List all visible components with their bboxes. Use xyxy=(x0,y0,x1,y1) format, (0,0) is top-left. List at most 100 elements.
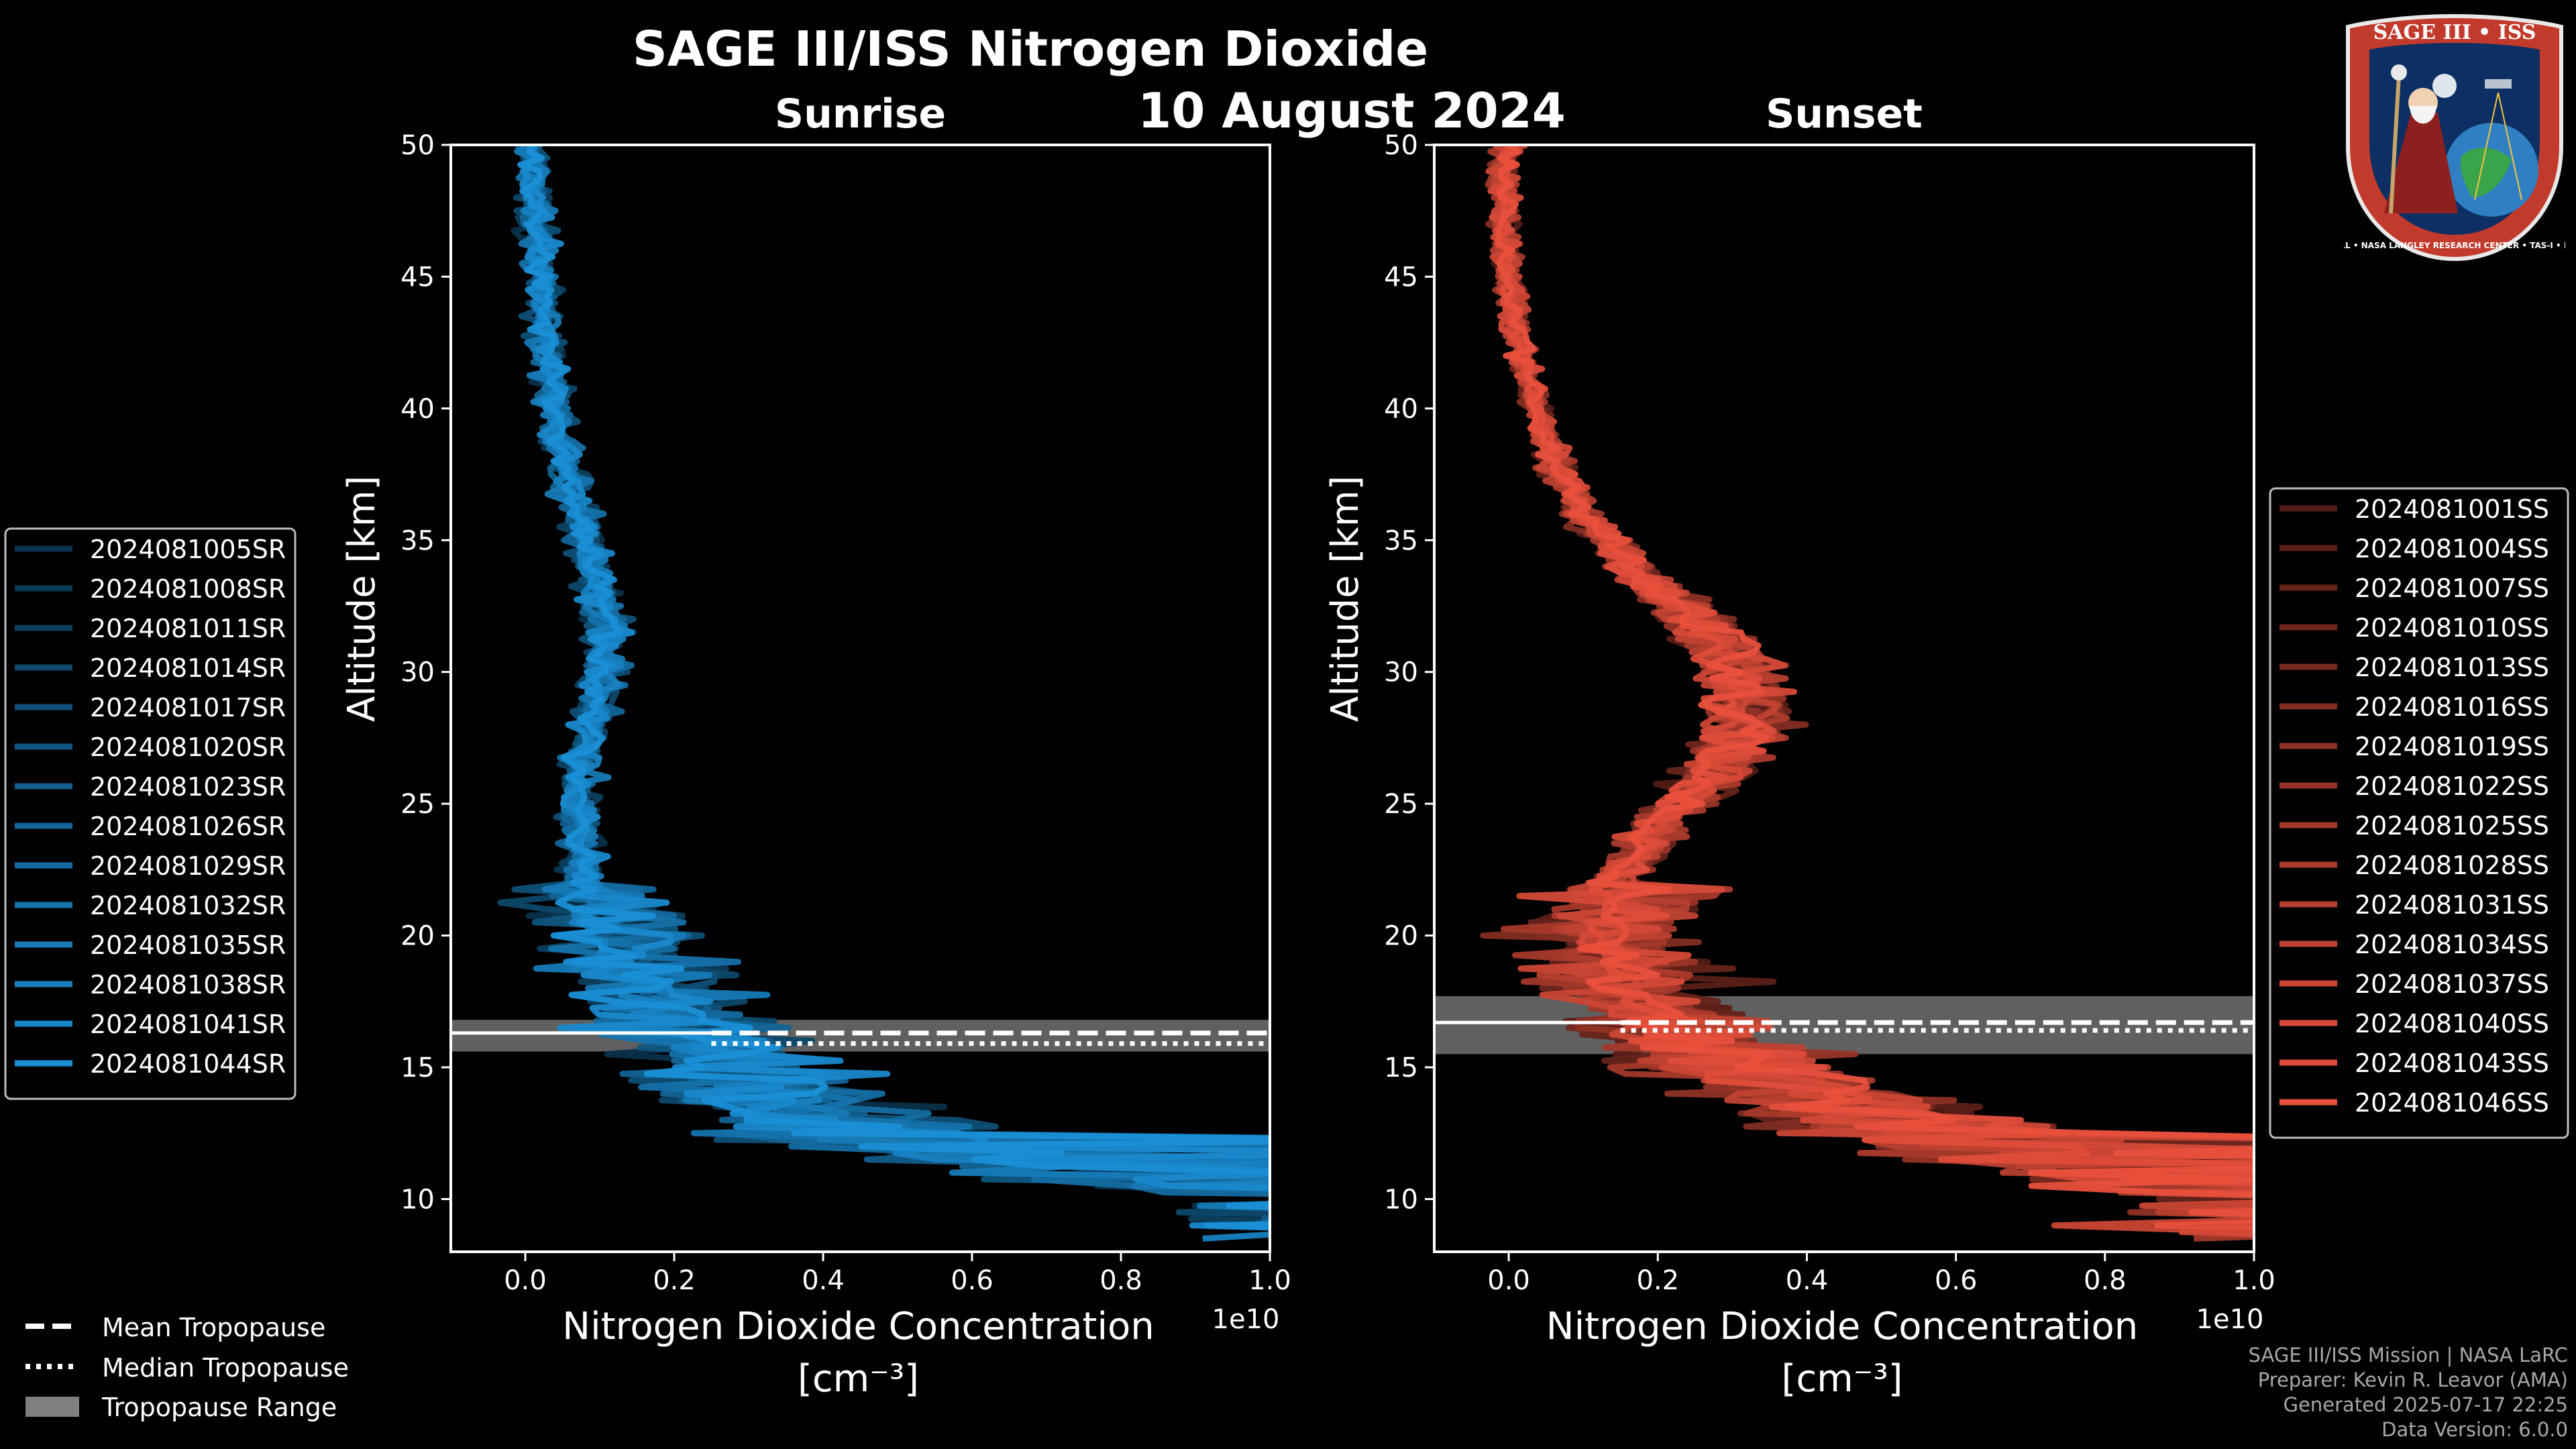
legend-entry-2024081029SR: 2024081029SR xyxy=(90,851,286,881)
panel-subtitle: Sunset xyxy=(1766,91,1923,138)
axes-frame xyxy=(449,144,1271,1253)
x-tick-label: 0.2 xyxy=(653,1265,696,1296)
legend-entry-2024081016SS: 2024081016SS xyxy=(2355,692,2549,722)
legend-entry-2024081010SS: 2024081010SS xyxy=(2355,613,2549,643)
legend-entry-2024081026SR: 2024081026SR xyxy=(90,812,286,841)
panel-sunrise: 0.0 0.2 0.4 0.6 0.8 1.0 10 15 20 25 30 35 40 45 50 Sunr… xyxy=(340,91,1291,1401)
legend-entry-2024081020SR: 2024081020SR xyxy=(90,733,286,762)
y-tick-label: 15 xyxy=(1384,1053,1418,1083)
x-axis-unit: [cm⁻³] xyxy=(1781,1357,1902,1401)
x-tick-label: 0.4 xyxy=(1786,1265,1829,1296)
legend-entry-2024081017SR: 2024081017SR xyxy=(90,693,286,722)
x-tick-label: 0.4 xyxy=(802,1265,845,1296)
legend-entry-2024081008SR: 2024081008SR xyxy=(90,574,286,604)
legend-entry-2024081005SR: 2024081005SR xyxy=(90,535,286,564)
x-axis-label: Nitrogen Dioxide Concentration xyxy=(562,1305,1155,1348)
legend-entry-2024081019SS: 2024081019SS xyxy=(2355,732,2549,761)
credits-mission: SAGE III/ISS Mission | NASA LaRC xyxy=(2248,1344,2568,1366)
x-tick-label: 0.8 xyxy=(1099,1265,1142,1296)
legend-entry-2024081004SS: 2024081004SS xyxy=(2355,534,2549,564)
y-tick-label: 30 xyxy=(1384,657,1418,688)
sage-logo: SAGE III • ISS BALL • NASA LANGLEY RESEA… xyxy=(2344,13,2565,262)
plot-area xyxy=(451,145,1270,1242)
profile-2024081046SS xyxy=(1494,145,2254,1230)
y-tick-label: 20 xyxy=(400,921,435,952)
x-tick-label: 0.6 xyxy=(951,1265,994,1296)
plot-area xyxy=(1434,145,2254,1242)
x-tick-label: 0.8 xyxy=(2084,1265,2127,1296)
panel-subtitle: Sunrise xyxy=(775,91,946,138)
legend-entry-2024081035SR: 2024081035SR xyxy=(90,930,286,960)
legend-sunset: 2024081001SS 2024081004SS 2024081007SS 2024… xyxy=(2269,487,2569,1139)
legend-entry-2024081038SR: 2024081038SR xyxy=(90,970,286,1000)
legend-median-label: Median Tropopause xyxy=(102,1353,349,1383)
legend-entry-2024081007SS: 2024081007SS xyxy=(2355,574,2549,603)
y-tick-label: 10 xyxy=(400,1184,435,1215)
y-tick-label: 50 xyxy=(400,130,435,161)
legend-sunrise: 2024081005SR 2024081008SR 2024081011SR 2024… xyxy=(4,527,297,1100)
legend-entry-2024081043SS: 2024081043SS xyxy=(2355,1049,2549,1078)
x-scale-label: 1e10 xyxy=(1212,1304,1280,1335)
legend-mean-label: Mean Tropopause xyxy=(102,1313,325,1342)
legend-entry-2024081028SS: 2024081028SS xyxy=(2355,851,2549,880)
y-tick-label: 45 xyxy=(1384,262,1418,292)
panel-sunset: 0.0 0.2 0.4 0.6 0.8 1.0 10 15 20 25 30 35 40 45 50 Suns… xyxy=(1324,91,2275,1401)
legend-entry-2024081046SS: 2024081046SS xyxy=(2355,1088,2549,1118)
legend-entry-2024081023SR: 2024081023SR xyxy=(90,772,286,802)
x-scale-label: 1e10 xyxy=(2196,1304,2264,1335)
y-tick-label: 25 xyxy=(400,789,435,820)
y-tick-label: 15 xyxy=(400,1053,435,1083)
legend-entry-2024081040SS: 2024081040SS xyxy=(2355,1009,2549,1038)
x-tick-label: 1.0 xyxy=(1248,1265,1291,1296)
legend-box xyxy=(2269,487,2569,1139)
x-tick-label: 0.6 xyxy=(1935,1265,1978,1296)
y-tick-label: 10 xyxy=(1384,1184,1418,1215)
legend-tropopause: Mean Tropopause Median Tropopause Tropopau… xyxy=(25,1313,349,1422)
legend-entry-2024081001SS: 2024081001SS xyxy=(2355,494,2549,524)
legend-entry-2024081037SS: 2024081037SS xyxy=(2355,969,2549,999)
credits: SAGE III/ISS Mission | NASA LaRC Prepare… xyxy=(2249,1343,2568,1442)
legend-entry-2024081022SS: 2024081022SS xyxy=(2355,771,2549,801)
y-tick-label: 20 xyxy=(1384,921,1418,952)
legend-entry-2024081011SR: 2024081011SR xyxy=(90,614,286,643)
tropopause-range-band xyxy=(1434,996,2254,1055)
figure-date: 10 August 2024 xyxy=(1138,83,1566,139)
x-tick-label: 0.0 xyxy=(504,1265,547,1296)
profile-2024081044SR xyxy=(517,145,1270,1230)
x-tick-label: 1.0 xyxy=(2233,1265,2275,1296)
credits-preparer: Preparer: Kevin R. Leavor (AMA) xyxy=(2257,1368,2568,1391)
legend-entry-2024081031SS: 2024081031SS xyxy=(2355,890,2549,920)
y-tick-label: 30 xyxy=(400,657,435,688)
plots-layer: 0.0 0.2 0.4 0.6 0.8 1.0 10 15 20 25 30 35 40 45 50 Sunr… xyxy=(4,91,2569,1422)
x-axis-label: Nitrogen Dioxide Concentration xyxy=(1546,1305,2139,1348)
legend-entry-2024081034SS: 2024081034SS xyxy=(2355,930,2549,959)
legend-entry-2024081032SR: 2024081032SR xyxy=(90,891,286,920)
y-tick-label: 45 xyxy=(400,262,435,292)
y-tick-label: 25 xyxy=(1384,789,1418,820)
y-tick-label: 40 xyxy=(400,394,435,425)
profile-2024081041SR xyxy=(519,145,1270,1231)
y-axis-label: Altitude [km] xyxy=(1324,476,1367,722)
y-tick-label: 35 xyxy=(400,525,435,556)
y-tick-label: 50 xyxy=(1384,130,1418,161)
legend-entry-2024081041SR: 2024081041SR xyxy=(90,1010,286,1039)
legend-entry-2024081044SR: 2024081044SR xyxy=(90,1049,286,1079)
x-tick-label: 0.0 xyxy=(1487,1265,1530,1296)
credits-version: Data Version: 6.0.0 xyxy=(2381,1418,2568,1441)
logo-title: SAGE III • ISS xyxy=(2373,21,2536,44)
axes-frame xyxy=(1433,144,2255,1253)
logo-ring-text: BALL • NASA LANGLEY RESEARCH CENTER • TA… xyxy=(2344,241,2565,250)
legend-range-swatch xyxy=(25,1397,79,1417)
credits-generated: Generated 2025-07-17 22:25 xyxy=(2283,1393,2568,1416)
x-tick-label: 0.2 xyxy=(1636,1265,1679,1296)
x-axis-unit: [cm⁻³] xyxy=(798,1357,919,1401)
y-tick-label: 40 xyxy=(1384,394,1418,425)
legend-entry-2024081025SS: 2024081025SS xyxy=(2355,811,2549,841)
figure-title: SAGE III/ISS Nitrogen Dioxide xyxy=(633,21,1428,77)
y-axis-label: Altitude [km] xyxy=(340,476,384,722)
legend-box xyxy=(4,527,297,1100)
legend-entry-2024081014SR: 2024081014SR xyxy=(90,653,286,683)
legend-entry-2024081013SS: 2024081013SS xyxy=(2355,653,2549,682)
legend-range-label: Tropopause Range xyxy=(101,1393,337,1422)
